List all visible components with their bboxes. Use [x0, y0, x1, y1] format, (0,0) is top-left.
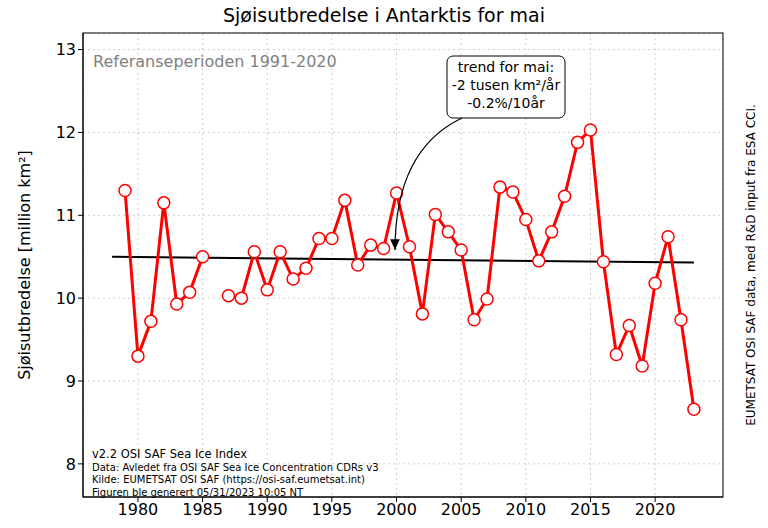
svg-text:1980: 1980 — [118, 500, 159, 519]
svg-text:-2 tusen km²/år: -2 tusen km²/år — [452, 77, 561, 93]
svg-text:12: 12 — [56, 123, 76, 142]
svg-text:Sjøisutbredelse i Antarktis fo: Sjøisutbredelse i Antarktis for mai — [223, 4, 545, 26]
svg-text:2015: 2015 — [570, 500, 611, 519]
svg-text:2010: 2010 — [505, 500, 546, 519]
svg-text:11: 11 — [56, 206, 76, 225]
svg-text:Sjøisutbredelse [million km²]: Sjøisutbredelse [million km²] — [15, 150, 34, 380]
svg-text:1985: 1985 — [182, 500, 223, 519]
svg-text:9: 9 — [66, 372, 76, 391]
svg-text:EUMETSAT OSI SAF data, med R&D: EUMETSAT OSI SAF data, med R&D input fra… — [744, 104, 758, 426]
svg-text:Kilde: EUMETSAT OSI SAF (https: Kilde: EUMETSAT OSI SAF (https://osi-saf… — [92, 474, 365, 485]
svg-text:Data: Avledet fra OSI SAF Sea: Data: Avledet fra OSI SAF Sea Ice Concen… — [92, 462, 379, 473]
svg-text:1995: 1995 — [312, 500, 353, 519]
svg-text:trend for mai:: trend for mai: — [458, 59, 554, 75]
svg-text:v2.2 OSI SAF Sea Ice Index: v2.2 OSI SAF Sea Ice Index — [92, 447, 247, 461]
svg-text:8: 8 — [66, 455, 76, 474]
svg-text:10: 10 — [56, 289, 76, 308]
svg-text:Figuren ble generert 05/31/202: Figuren ble generert 05/31/2023 10:05 NT — [92, 487, 304, 498]
svg-text:Referanseperioden 1991-2020: Referanseperioden 1991-2020 — [93, 52, 337, 71]
svg-text:-0.2%/10år: -0.2%/10år — [467, 95, 545, 111]
svg-text:1990: 1990 — [247, 500, 288, 519]
svg-text:13: 13 — [56, 40, 76, 59]
svg-text:2020: 2020 — [635, 500, 676, 519]
svg-text:2000: 2000 — [376, 500, 417, 519]
svg-text:2005: 2005 — [441, 500, 482, 519]
